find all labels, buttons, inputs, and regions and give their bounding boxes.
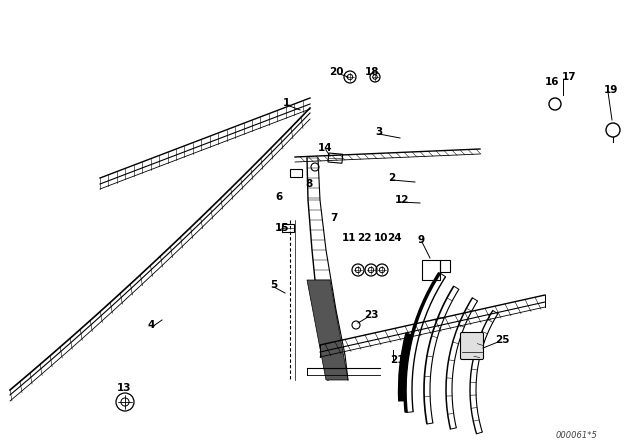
Text: 20: 20 [329,67,344,77]
Bar [440,260,450,272]
Text: 000061*5: 000061*5 [556,431,598,440]
Text: 19: 19 [604,85,618,95]
FancyBboxPatch shape [461,332,483,359]
Text: 22: 22 [357,233,371,243]
Text: 7: 7 [330,213,337,223]
Text: 16: 16 [545,77,559,87]
Text: 23: 23 [364,310,378,320]
Text: 14: 14 [318,143,333,153]
Text: 21: 21 [390,355,404,365]
Text: 6: 6 [275,192,282,202]
Text: 11: 11 [342,233,356,243]
Text: 9: 9 [418,235,425,245]
Text: 15: 15 [275,223,289,233]
Text: 8: 8 [305,179,312,189]
Bar [282,224,294,232]
Text: 5: 5 [270,280,277,290]
Bar [328,153,343,163]
Text: 13: 13 [117,383,131,393]
Text: 3: 3 [375,127,382,137]
Text: 25: 25 [495,335,509,345]
Text: 1: 1 [283,98,291,108]
Text: 4: 4 [148,320,156,330]
Text: 17: 17 [562,72,577,82]
Text: 2: 2 [388,173,396,183]
Bar [290,169,302,177]
Bar [422,260,440,280]
Text: 10: 10 [374,233,388,243]
Polygon shape [307,280,348,380]
Text: 24: 24 [387,233,402,243]
Text: 12: 12 [395,195,410,205]
Text: 18: 18 [365,67,380,77]
